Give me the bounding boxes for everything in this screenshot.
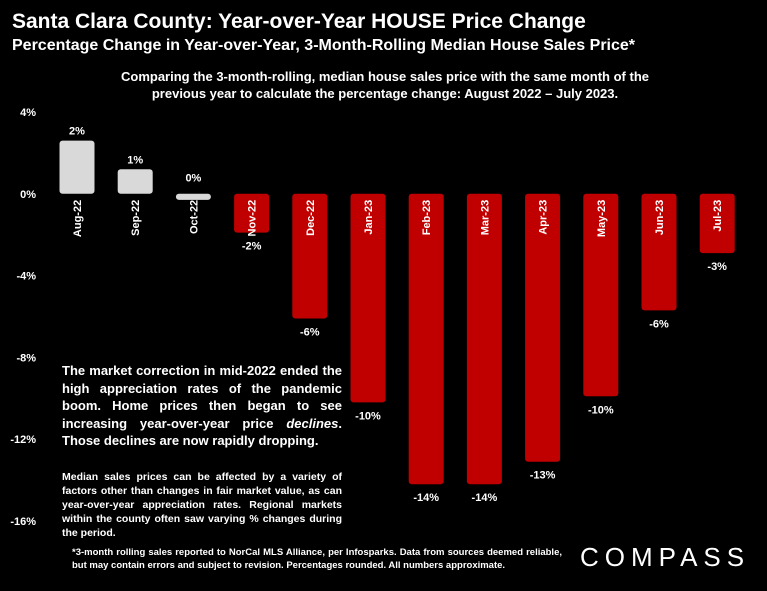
data-label: -3% [707,261,727,273]
bar [525,193,561,462]
x-tick-label: Jun-23 [654,200,666,235]
data-label: -6% [300,327,320,339]
note-text-2: . Those declines are now rapidly droppin… [62,415,342,449]
note-emphasis: declines [286,415,339,431]
x-tick-label: Nov-22 [247,200,259,237]
x-axis-labels: Aug-22 Sep-22 Oct-22 Nov-22 Dec-22 Jan-23 Feb-… [72,200,724,237]
bar [350,193,386,403]
compass-logo: COMPASS [580,542,751,572]
x-tick-label: Dec-22 [305,200,317,236]
y-tick-label: 4% [20,107,36,119]
data-label: -2% [242,241,262,253]
data-label: -14% [472,492,498,504]
x-tick-label: Mar-23 [479,200,491,235]
data-label: -13% [530,470,556,482]
bar [408,193,444,485]
x-tick-label: May-23 [596,200,608,237]
source-footnote: *3-month rolling sales reported to NorCa… [72,547,562,571]
data-label: -10% [355,410,381,422]
data-label: -10% [588,404,614,416]
y-tick-label: 0% [20,189,36,201]
bar [234,193,270,233]
bar [466,193,502,485]
bars [59,140,735,485]
y-axis: 4% 0% -4% -8% -12% -16% [10,107,36,528]
x-tick-label: Apr-23 [538,200,550,235]
median-price-caveat-note: Median sales prices can be affected by a… [62,471,342,539]
y-tick-label: -8% [16,352,36,364]
bar [583,193,619,397]
bar [175,193,211,200]
x-tick-label: Oct-22 [188,200,200,234]
x-tick-label: Jul-23 [712,200,724,232]
data-label: 0% [185,173,201,185]
chart-title: Santa Clara County: Year-over-Year HOUSE… [12,10,586,33]
data-label: 1% [127,154,143,166]
x-tick-label: Aug-22 [72,200,84,237]
note-text-1: The market correction in mid-2022 ended … [62,363,342,431]
data-label: -14% [413,492,439,504]
data-label: -6% [649,318,669,330]
market-correction-note: The market correction in mid-2022 ended … [62,362,342,450]
x-tick-label: Jan-23 [363,200,375,235]
y-tick-label: -16% [10,516,36,528]
chart-subtitle: Percentage Change in Year-over-Year, 3-M… [12,37,636,54]
bar [59,140,95,194]
x-tick-label: Feb-23 [421,200,433,235]
bar [117,169,153,194]
bar [641,193,677,311]
x-tick-label: Sep-22 [130,200,142,236]
intro-text: Comparing the 3-month-rolling, median ho… [120,69,649,101]
data-labels: 2% 1% 0% -2% -6% -10% -14% -14% -13% -10% -6% -3% [69,126,727,505]
y-tick-label: -4% [16,271,36,283]
data-label: 2% [69,126,85,138]
bar [699,193,735,254]
y-tick-label: -12% [10,434,36,446]
bar [292,193,328,319]
